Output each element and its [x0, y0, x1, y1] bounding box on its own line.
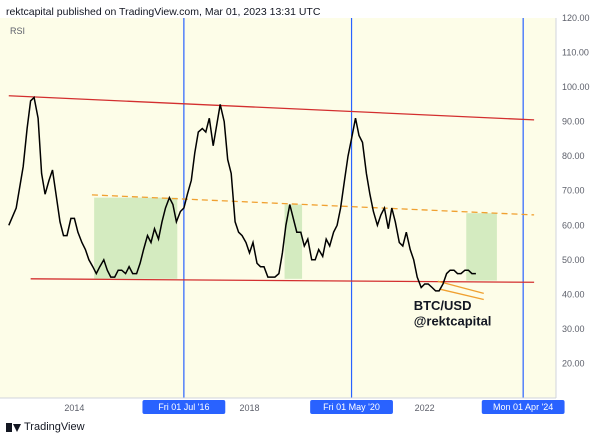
- y-tick-label: 120.00: [562, 13, 590, 23]
- highlight-zones: [94, 197, 497, 281]
- trendline-wedge-top: [437, 280, 484, 294]
- svg-text:Mon 01 Apr '24: Mon 01 Apr '24: [493, 402, 553, 412]
- date-flag-2: Fri 01 May '20: [310, 400, 393, 414]
- y-tick-label: 90.00: [562, 117, 585, 127]
- y-tick-label: 80.00: [562, 151, 585, 161]
- trendline-resistance: [8, 95, 535, 121]
- indicator-label: RSI: [10, 26, 25, 36]
- x-tick-label: 2018: [240, 403, 260, 413]
- publisher-header: rektcapital published on TradingView.com…: [6, 6, 321, 18]
- y-tick-label: 20.00: [562, 358, 585, 368]
- trendline-support: [30, 278, 535, 283]
- y-tick-label: 40.00: [562, 289, 585, 299]
- y-tick-label: 70.00: [562, 186, 585, 196]
- y-tick-label: 110.00: [562, 48, 589, 58]
- svg-text:Fri 01 Jul '16: Fri 01 Jul '16: [158, 402, 209, 412]
- tradingview-logo[interactable]: TradingView: [6, 419, 85, 435]
- trendline-dashed: [91, 194, 535, 216]
- svg-text:Fri 01 May '20: Fri 01 May '20: [323, 402, 380, 412]
- tradingview-icon: [6, 422, 21, 432]
- tradingview-brand-text: TradingView: [24, 421, 85, 433]
- annotation-author: @rektcapital: [414, 313, 492, 328]
- highlight-zone-3: [466, 213, 497, 281]
- y-tick-label: 100.00: [562, 82, 590, 92]
- rsi-series-line: [8, 95, 476, 292]
- annotation-symbol: BTC/USD: [414, 298, 472, 313]
- trendlines: [8, 95, 535, 301]
- highlight-zone-2: [284, 204, 303, 279]
- plot-background: [0, 18, 556, 398]
- y-tick-label: 60.00: [562, 220, 585, 230]
- y-axis-labels: 20.00 30.00 40.00 50.00 60.00 70.00 80.00 90.00…: [562, 13, 590, 368]
- date-flag-1: Fri 01 Jul '16: [142, 400, 226, 414]
- x-tick-label: 2014: [64, 403, 84, 413]
- x-tick-label: 2022: [415, 403, 435, 413]
- y-tick-label: 50.00: [562, 255, 585, 265]
- trendline-wedge-bottom: [439, 288, 484, 301]
- x-axis-labels: 2014 2018 2022: [64, 403, 434, 413]
- date-flag-3: Mon 01 Apr '24: [481, 400, 565, 414]
- highlight-zone-1: [94, 197, 178, 279]
- y-tick-label: 30.00: [562, 324, 585, 334]
- date-flags: Fri 01 Jul '16 Fri 01 May '20 Mon 01 Apr '…: [142, 400, 565, 414]
